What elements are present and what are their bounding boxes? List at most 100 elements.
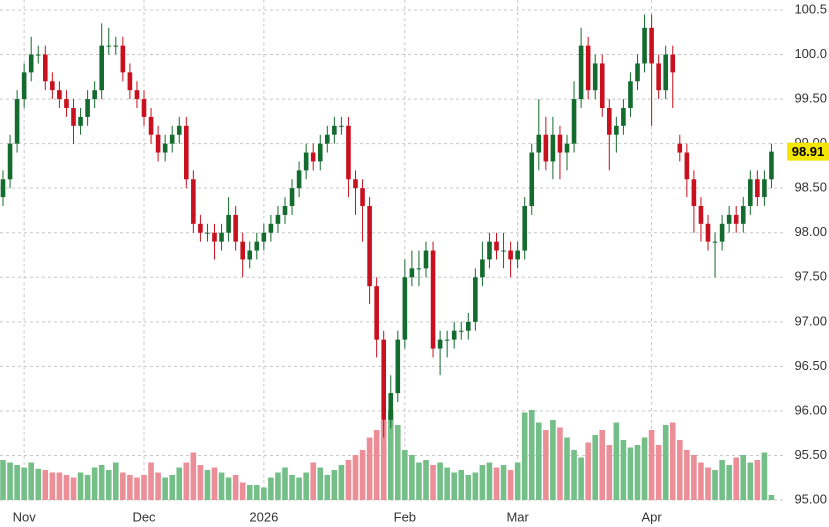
candle-body bbox=[473, 277, 478, 322]
volume-bar bbox=[261, 487, 267, 500]
candle-body bbox=[247, 250, 253, 260]
volume-bar bbox=[296, 477, 302, 500]
volume-bar bbox=[705, 467, 711, 500]
candle-body bbox=[515, 250, 520, 260]
candle-body bbox=[642, 27, 647, 64]
volume-bar bbox=[317, 467, 324, 500]
candle-body bbox=[233, 214, 238, 242]
x-tick-label: 2026 bbox=[249, 509, 278, 524]
volume-bar bbox=[677, 440, 683, 500]
volume-bar bbox=[430, 465, 436, 500]
volume-bar bbox=[423, 460, 429, 500]
volume-bar bbox=[655, 445, 662, 500]
candle-body bbox=[543, 134, 549, 162]
volume-bar bbox=[134, 477, 140, 500]
last-price-label: 98.91 bbox=[792, 144, 825, 159]
volume-bar bbox=[437, 462, 443, 500]
candle-body bbox=[184, 125, 189, 180]
volume-bar bbox=[218, 472, 225, 500]
candle-body bbox=[289, 188, 295, 206]
candle-body bbox=[769, 151, 774, 180]
volume-bar bbox=[613, 422, 620, 500]
candle-body bbox=[226, 214, 231, 233]
candle-body bbox=[614, 125, 619, 135]
candle-body bbox=[43, 54, 48, 82]
volume-bar bbox=[564, 437, 570, 500]
x-tick-label: Dec bbox=[132, 509, 156, 524]
candle-body bbox=[656, 63, 661, 91]
candle-body bbox=[85, 99, 90, 117]
volume-bar bbox=[536, 422, 542, 500]
y-tick-label: 98.50 bbox=[794, 180, 827, 195]
volume-bar bbox=[352, 455, 359, 500]
candle-body bbox=[423, 250, 429, 269]
volume-bar bbox=[620, 440, 627, 500]
volume-bar bbox=[232, 475, 239, 500]
volume-bar bbox=[183, 462, 190, 500]
volume-bar bbox=[77, 472, 84, 500]
volume-bar bbox=[691, 455, 697, 500]
y-tick-label: 97.00 bbox=[794, 313, 827, 328]
volume-bar bbox=[0, 460, 6, 500]
volume-bar bbox=[84, 475, 91, 500]
candle-body bbox=[550, 134, 556, 162]
y-tick-label: 95.00 bbox=[794, 491, 827, 506]
candle-body bbox=[585, 45, 591, 91]
candle-body bbox=[437, 339, 443, 349]
y-tick-label: 95.50 bbox=[794, 447, 827, 462]
candle-body bbox=[755, 179, 760, 198]
volume-bar bbox=[28, 462, 34, 500]
candle-body bbox=[367, 206, 372, 287]
x-tick-label: Mar bbox=[506, 509, 529, 524]
y-tick-label: 99.50 bbox=[794, 91, 827, 106]
volume-bar bbox=[514, 462, 521, 500]
candle-body bbox=[381, 339, 386, 420]
volume-bar bbox=[585, 442, 591, 500]
candle-body bbox=[508, 250, 513, 260]
candle-body bbox=[416, 268, 422, 270]
candle-body bbox=[360, 188, 365, 206]
volume-bar bbox=[458, 470, 465, 500]
volume-bar bbox=[70, 477, 77, 500]
volume-bar bbox=[225, 477, 232, 500]
volume-bar bbox=[162, 477, 168, 500]
candle-body bbox=[162, 143, 168, 153]
candle-body bbox=[451, 330, 457, 340]
candle-body bbox=[134, 90, 140, 100]
volume-bar bbox=[197, 465, 204, 500]
candle-body bbox=[466, 321, 471, 331]
candle-body bbox=[64, 99, 69, 108]
volume-bar bbox=[634, 445, 641, 500]
candle-body bbox=[113, 45, 119, 47]
candle-body bbox=[28, 54, 34, 73]
last-price-box bbox=[787, 142, 829, 161]
volume-bar bbox=[303, 472, 309, 500]
volume-bar bbox=[148, 462, 154, 500]
y-tick-label: 98.00 bbox=[794, 224, 827, 239]
volume-bar bbox=[543, 430, 549, 500]
candle-body bbox=[21, 72, 27, 100]
candle-body bbox=[748, 179, 753, 206]
candle-body bbox=[733, 214, 739, 224]
candle-body bbox=[501, 250, 506, 252]
y-tick-label: 100.0 bbox=[794, 46, 827, 61]
candle-body bbox=[219, 232, 224, 242]
volume-bar bbox=[246, 485, 253, 500]
candle-body bbox=[127, 72, 133, 91]
volume-bar bbox=[395, 425, 401, 500]
volume-bar bbox=[7, 462, 13, 500]
candle-body bbox=[592, 63, 598, 91]
volume-bar bbox=[451, 472, 457, 500]
volume-bar bbox=[282, 467, 288, 500]
candle-body bbox=[599, 63, 605, 108]
volume-bar bbox=[380, 420, 387, 500]
volume-bar bbox=[211, 467, 218, 500]
volume-bar bbox=[641, 437, 648, 500]
volume-bar bbox=[127, 475, 133, 500]
volume-bar bbox=[761, 452, 768, 500]
volume-bar bbox=[550, 420, 556, 500]
candle-body bbox=[282, 206, 288, 215]
volume-bar bbox=[120, 472, 126, 500]
candle-body bbox=[261, 232, 267, 242]
volume-bar bbox=[113, 462, 119, 500]
